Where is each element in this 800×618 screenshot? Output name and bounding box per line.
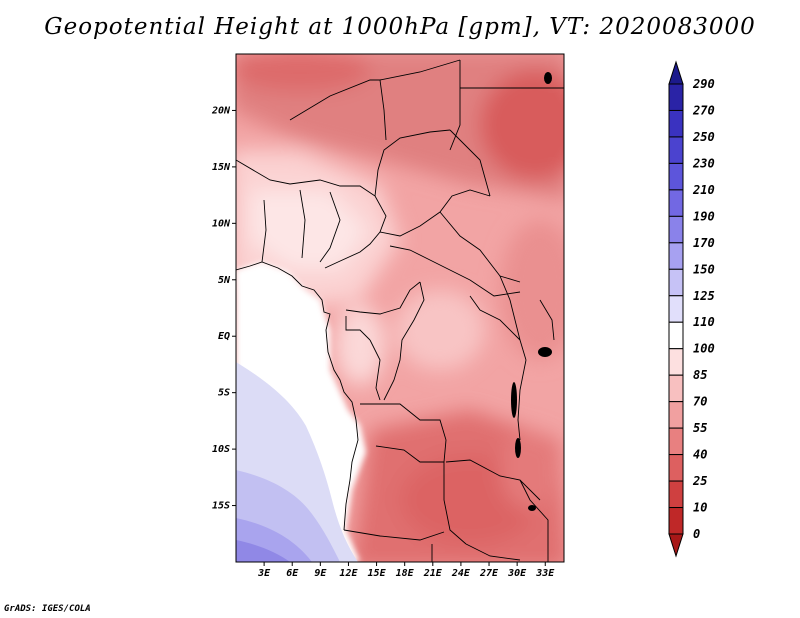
colorbar-label: 110	[693, 315, 715, 329]
y-tick-label: 15S	[212, 501, 230, 512]
x-tick-label: 24E	[451, 568, 471, 579]
x-tick-label: 9E	[314, 568, 327, 579]
colorbar-segment	[668, 60, 684, 85]
colorbar-segment	[668, 321, 684, 350]
x-tick-label: 3E	[257, 568, 271, 579]
colorbar-label: 270	[692, 103, 715, 117]
colorbar-label: 85	[693, 368, 707, 382]
x-tick-label: 15E	[368, 568, 387, 579]
y-tick-label: 10S	[212, 444, 230, 455]
colorbar-segment	[668, 83, 684, 111]
colorbar-label: 100	[693, 342, 715, 356]
colorbar-label: 170	[693, 236, 715, 250]
y-tick-label: 10N	[212, 218, 231, 229]
colorbar-label: 190	[693, 209, 715, 223]
colorbar-segment	[668, 215, 684, 244]
y-tick-label: 15N	[212, 162, 231, 173]
x-tick-label: 6E	[286, 568, 299, 579]
colorbar-label: 150	[693, 262, 715, 276]
colorbar: 2902702502302101901701501251101008570554…	[668, 60, 715, 558]
x-tick-label: 12E	[339, 568, 358, 579]
x-tick-label: 30E	[507, 568, 527, 579]
colorbar-label: 230	[692, 156, 715, 170]
colorbar-label: 250	[692, 130, 715, 144]
colorbar-segment	[668, 427, 684, 456]
colorbar-segment	[668, 454, 684, 482]
colorbar-label: 10	[693, 501, 707, 515]
colorbar-segment	[668, 533, 684, 558]
y-tick-label: 20N	[211, 105, 231, 116]
colorbar-label: 25	[692, 474, 707, 488]
lakes	[511, 72, 552, 511]
colorbar-segment	[668, 162, 684, 191]
height-field	[236, 54, 564, 562]
colorbar-segment	[668, 507, 684, 535]
y-tick-label: 5N	[218, 275, 231, 286]
x-tick-label: 21E	[423, 568, 443, 579]
colorbar-label: 210	[692, 183, 715, 197]
colorbar-segment	[668, 136, 684, 164]
colorbar-segment	[668, 189, 684, 217]
x-tick-label: 33E	[535, 568, 555, 579]
colorbar-label: 40	[693, 448, 707, 462]
y-tick-label: 5S	[218, 388, 230, 399]
colorbar-label: 290	[692, 77, 715, 91]
chart-title: Geopotential Height at 1000hPa [gpm], VT…	[44, 14, 756, 40]
x-tick-label: 18E	[396, 568, 415, 579]
colorbar-segment	[668, 374, 684, 403]
colorbar-segment	[668, 109, 684, 138]
colorbar-segment	[668, 295, 684, 323]
colorbar-label: 125	[693, 289, 715, 303]
grads-credit: GrADS: IGES/COLA	[4, 604, 91, 614]
map-frame	[235, 53, 565, 563]
x-axis: 3E 6E 9E 12E 15E 18E 21E 24E 27E 30E 33E	[257, 562, 555, 579]
colorbar-segment	[668, 242, 684, 270]
colorbar-label: 55	[693, 421, 707, 435]
colorbar-segment	[668, 480, 684, 509]
colorbar-segment	[668, 401, 684, 429]
x-tick-label: 27E	[479, 568, 499, 579]
colorbar-segment	[668, 348, 684, 376]
y-tick-label: EQ	[218, 331, 230, 342]
y-axis: 20N 15N 10N 5N EQ 5S 10S 15S	[211, 105, 236, 512]
colorbar-label: 0	[693, 527, 700, 541]
colorbar-segment	[668, 268, 684, 297]
country-borders	[236, 59, 564, 562]
colorbar-label: 70	[693, 395, 707, 409]
